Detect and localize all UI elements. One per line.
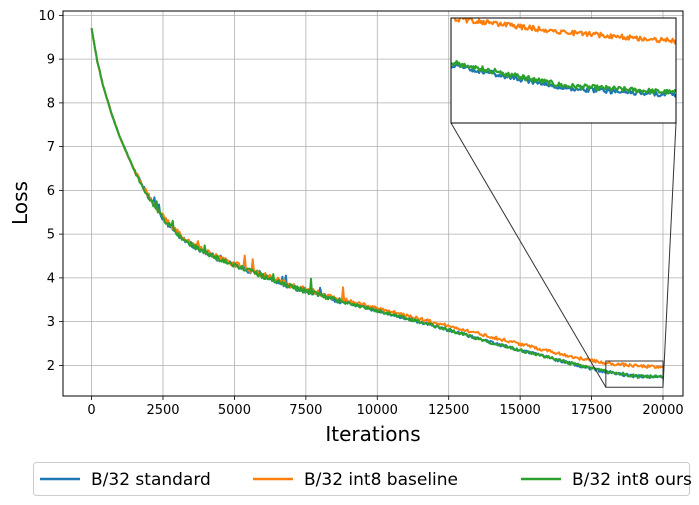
y-tick-label: 10 — [38, 9, 55, 24]
y-tick-label: 4 — [47, 271, 55, 286]
legend-label: B/32 standard — [91, 470, 211, 490]
x-axis-label: Iterations — [325, 422, 420, 446]
x-tick-label: 2500 — [146, 403, 179, 418]
x-tick-label: 10000 — [357, 403, 398, 418]
series-line — [90, 28, 664, 379]
x-tick-label: 0 — [87, 403, 95, 418]
legend: B/32 standard B/32 int8 baseline B/32 int8… — [33, 462, 692, 496]
inset-series-layer — [451, 18, 676, 98]
y-tick-label: 2 — [47, 359, 55, 374]
legend-box — [33, 462, 690, 496]
y-tick-label: 5 — [47, 228, 55, 243]
x-tick-label: 7500 — [289, 403, 322, 418]
x-tick-label: 5000 — [218, 403, 251, 418]
inset-frame — [450, 17, 677, 124]
zoom-connector — [450, 122, 607, 388]
x-tick-label: 17500 — [571, 403, 612, 418]
ticks: 0 2500 5000 7500 10000 12500 15000 17500 20000 2 3… — [38, 9, 683, 418]
zoom-indicator — [450, 122, 677, 388]
x-tick-label: 20000 — [642, 403, 683, 418]
y-tick-label: 3 — [47, 315, 55, 330]
legend-label: B/32 int8 ours — [572, 470, 692, 490]
y-tick-label: 9 — [47, 53, 55, 68]
y-axis-label: Loss — [8, 181, 32, 225]
zoom-connector — [662, 122, 677, 388]
x-tick-label: 15000 — [499, 403, 540, 418]
zoom-inset — [450, 17, 677, 124]
x-tick-label: 12500 — [428, 403, 469, 418]
inset-series-line — [451, 18, 676, 45]
zoom-box — [605, 360, 664, 388]
inset-series-line — [451, 59, 676, 96]
y-tick-label: 6 — [47, 184, 55, 199]
y-tick-label: 7 — [47, 140, 55, 155]
legend-label: B/32 int8 baseline — [304, 470, 458, 490]
y-tick-label: 8 — [47, 96, 55, 111]
plot-frame — [62, 10, 684, 397]
series-layer — [90, 27, 664, 379]
